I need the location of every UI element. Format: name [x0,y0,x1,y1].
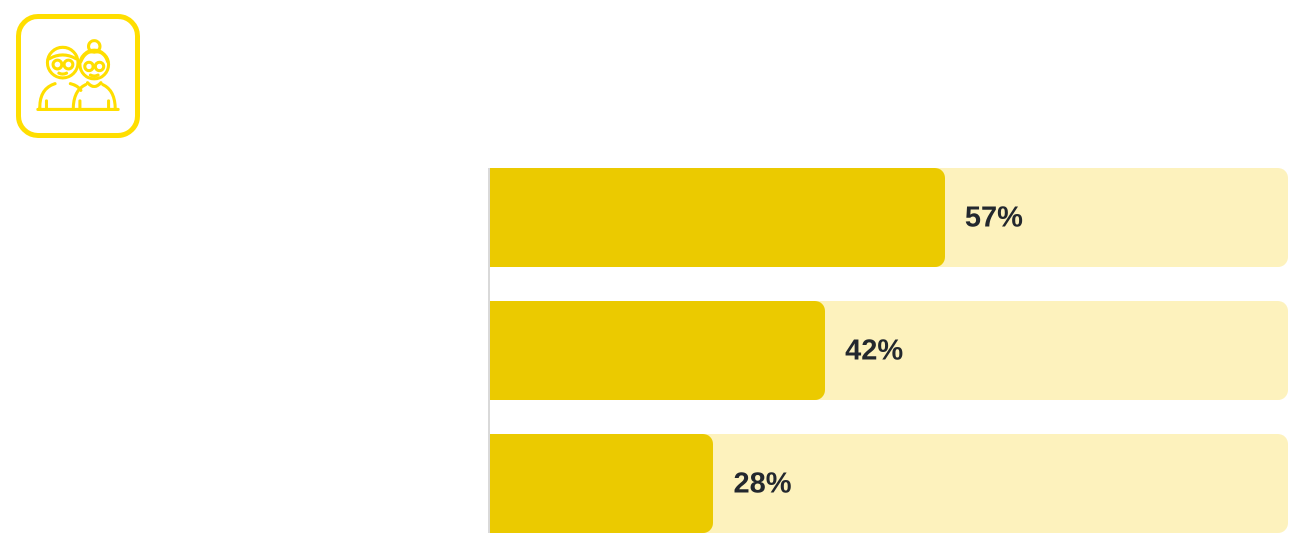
bar-label: 57% [964,201,1023,233]
bar-row: 57% [490,168,1288,267]
bar-row: 42% [490,301,1288,400]
bar-row: 28% [490,434,1288,533]
elderly-couple-icon-box [16,14,140,138]
y-axis-line [488,168,490,533]
bar-label: 28% [733,467,792,499]
bar-fill [490,168,945,267]
bar-fill [490,301,826,400]
bar-chart: 57% 42% 28% [490,168,1288,533]
elderly-couple-icon [36,39,120,111]
bar-fill [490,434,714,533]
bar-label: 42% [845,334,904,366]
